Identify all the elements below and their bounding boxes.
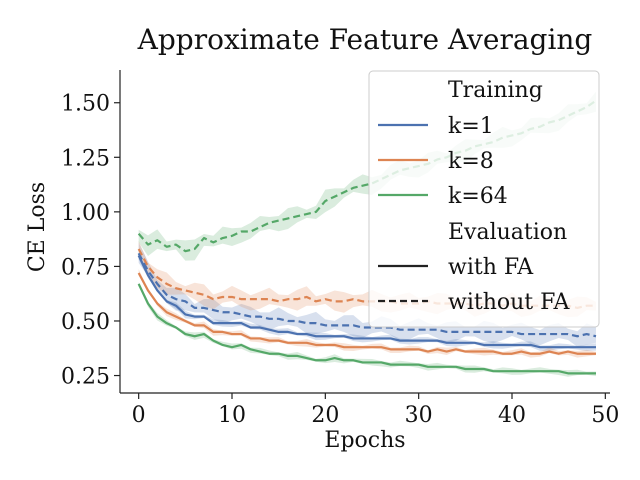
legend-box: [368, 70, 600, 328]
chart-title: Approximate Feature Averaging: [137, 23, 593, 56]
x-tick-label: 10: [218, 403, 246, 428]
legend-header-evaluation: Evaluation: [448, 220, 567, 245]
y-tick-label: 1.25: [61, 146, 110, 171]
legend-header-training: Training: [448, 78, 543, 103]
legend-label-k64: k=64: [448, 184, 508, 209]
x-tick-label: 30: [405, 403, 433, 428]
x-tick-label: 40: [498, 403, 526, 428]
x-tick-label: 0: [132, 403, 146, 428]
series-lines: [137, 99, 597, 375]
series-line-k1-with-fa: [137, 255, 596, 349]
legend-label-k1: k=1: [448, 114, 494, 139]
y-tick-label: 0.75: [61, 255, 110, 280]
legend-label-without-fa: without FA: [448, 290, 570, 315]
y-tick-label: 1.00: [61, 201, 110, 226]
y-tick-label: 0.50: [61, 310, 110, 335]
legend-label-with-fa: with FA: [448, 255, 534, 280]
y-axis-label: CE Loss: [25, 182, 50, 272]
x-tick-label: 20: [311, 403, 339, 428]
series-line-k8-with-fa: [137, 272, 596, 355]
legend-label-k8: k=8: [448, 149, 494, 174]
axes: 0 10 20 30 40 50 0.25 0.50 0.75 1.00 1.25 1.50: [61, 70, 619, 428]
x-tick-label: 50: [591, 403, 619, 428]
series-line-k1-without-fa: [137, 252, 597, 338]
band-k8-with-fa: [138, 269, 596, 358]
series-line-k64-with-fa: [137, 283, 596, 375]
x-axis-label: Epochs: [324, 428, 405, 453]
band-k64-without-fa: [138, 91, 596, 261]
band-k1-without-fa: [138, 242, 596, 347]
y-tick-label: 0.25: [61, 365, 110, 390]
legend: Training k=1 k=8 k=64 Evaluation with FA…: [368, 70, 600, 328]
y-tick-label: 1.50: [61, 92, 110, 117]
